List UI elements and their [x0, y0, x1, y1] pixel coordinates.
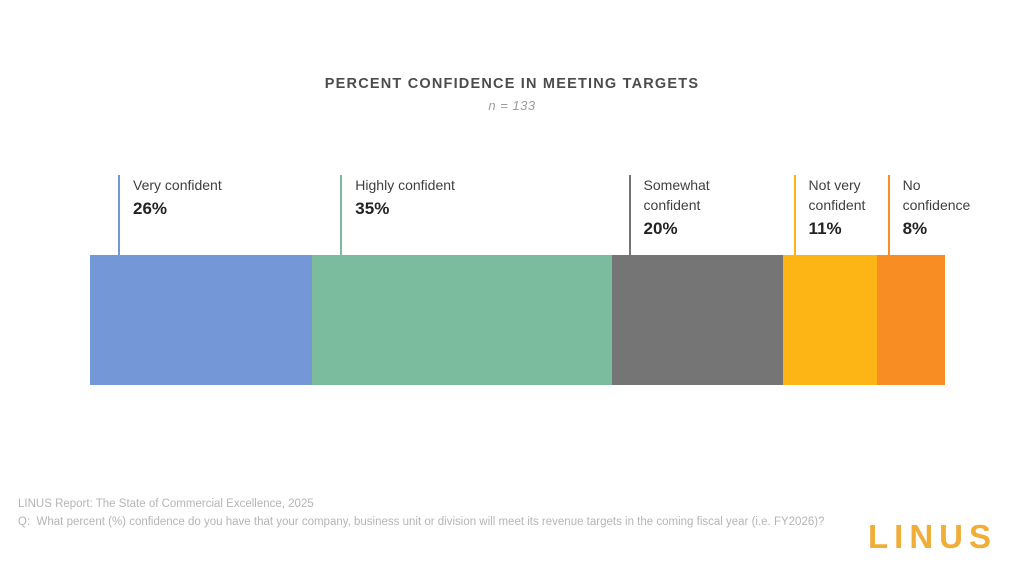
callout-label-not-very-confident: Not very confident	[808, 177, 866, 213]
callout-not-very-confident: Not very confident 11%	[793, 175, 880, 255]
bar-segment-very-confident	[90, 255, 313, 385]
callout-value-not-very-confident: 11%	[808, 219, 842, 238]
linus-logo: LINUS	[868, 518, 997, 555]
callout-value-very-confident: 26%	[133, 199, 168, 218]
bar-segment-not-very-confident	[782, 255, 877, 385]
chart-header: PERCENT CONFIDENCE IN MEETING TARGETS n …	[0, 76, 1024, 113]
callout-value-highly-confident: 35%	[355, 199, 390, 218]
callout-very-confident: Very confident 26%	[118, 175, 308, 255]
callout-no-confidence: No confidence 8%	[887, 175, 980, 255]
slide-footer: LINUS Report: The State of Commercial Ex…	[18, 496, 828, 531]
callout-value-no-confidence: 8%	[902, 219, 928, 238]
callout-somewhat-confident: Somewhat confident 20%	[628, 175, 733, 255]
callout-label-very-confident: Very confident	[133, 177, 222, 193]
callout-label-highly-confident: Highly confident	[355, 177, 455, 193]
callout-label-somewhat-confident: Somewhat confident	[643, 177, 710, 213]
callout-value-somewhat-confident: 20%	[643, 219, 678, 238]
chart-title: PERCENT CONFIDENCE IN MEETING TARGETS	[324, 76, 700, 92]
bar-segment-highly-confident	[312, 255, 612, 385]
bar-segment-somewhat-confident	[611, 255, 783, 385]
bar-segment-no-confidence	[876, 255, 945, 385]
source-citation: LINUS Report: The State of Commercial Ex…	[18, 498, 314, 510]
survey-question: Q: What percent (%) confidence do you ha…	[18, 515, 825, 528]
callout-highly-confident: Highly confident 35%	[340, 175, 550, 255]
sample-size-label: n = 133	[488, 98, 536, 113]
callout-label-no-confidence: No confidence	[902, 177, 971, 213]
